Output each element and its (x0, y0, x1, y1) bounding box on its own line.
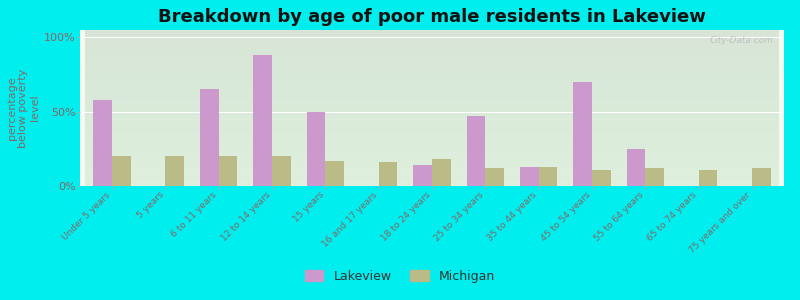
Bar (414, 165, 432, 186)
Bar (254, 55, 272, 186)
Bar (432, 159, 450, 186)
Bar (200, 89, 218, 186)
Bar (520, 167, 538, 186)
Bar (626, 149, 646, 186)
Title: Breakdown by age of poor male residents in Lakeview: Breakdown by age of poor male residents … (158, 8, 706, 26)
Bar (466, 116, 486, 186)
Bar (592, 170, 610, 186)
Bar (646, 168, 664, 186)
Bar (486, 168, 504, 186)
Bar (94, 100, 112, 186)
Bar (574, 82, 592, 186)
Bar (326, 161, 344, 186)
Bar (166, 156, 184, 186)
Bar (752, 168, 770, 186)
Bar (306, 112, 326, 186)
Bar (698, 170, 718, 186)
Legend: Lakeview, Michigan: Lakeview, Michigan (300, 265, 500, 288)
Y-axis label: percentage
below poverty
level: percentage below poverty level (7, 68, 40, 148)
Bar (538, 167, 558, 186)
Bar (218, 156, 238, 186)
Bar (378, 162, 398, 186)
Bar (112, 156, 130, 186)
Bar (272, 156, 290, 186)
Text: City-Data.com: City-Data.com (710, 36, 774, 45)
